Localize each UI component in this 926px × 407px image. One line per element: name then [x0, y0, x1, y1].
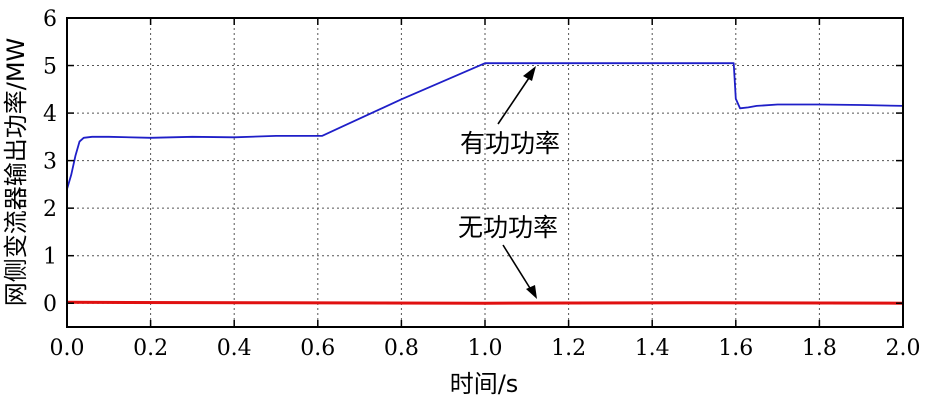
x-tick-label: 1.0: [468, 336, 503, 361]
annotation-active-power: 有功功率: [460, 129, 560, 158]
y-tick-label: 5: [43, 55, 57, 80]
x-tick-label: 0.8: [384, 336, 419, 361]
x-tick-label: 0.0: [50, 336, 85, 361]
axis-ticks: 0.0 0.2 0.4 0.6 0.8 1.0 1.2 1.4 1.6 1.8 2.0 0 1 2 3 4 5 6: [43, 7, 921, 361]
y-tick-label: 4: [43, 102, 57, 127]
annotation-active-power-arrow: [497, 71, 534, 125]
x-tick-label: 2.0: [886, 336, 921, 361]
series-line-active-power: [66, 62, 904, 190]
annotation-reactive-power-arrowhead: [526, 285, 537, 299]
x-tick-label: 0.4: [217, 336, 252, 361]
y-tick-label: 2: [43, 197, 57, 222]
x-tick-label: 0.2: [133, 336, 168, 361]
y-axis-title: 网侧变流器输出功率/MW: [2, 38, 30, 307]
x-axis-title: 时间/s: [450, 370, 519, 398]
y-tick-label: 1: [43, 245, 57, 270]
x-tick-label: 1.6: [718, 336, 753, 361]
y-tick-label: 0: [43, 292, 57, 317]
x-tick-label: 1.2: [551, 336, 586, 361]
y-tick-label: 6: [43, 7, 57, 32]
annotation-reactive-power: 无功功率: [458, 213, 558, 242]
x-tick-label: 0.6: [300, 336, 335, 361]
series-layer: [66, 62, 904, 305]
y-tick-label: 3: [43, 150, 57, 175]
x-tick-label: 1.4: [635, 336, 670, 361]
annotation-active-power-arrowhead: [523, 66, 536, 81]
series-line-reactive-power: [66, 300, 904, 305]
grid-lines: [67, 18, 903, 327]
annotation-reactive-power-arrow: [502, 244, 534, 294]
x-tick-label: 1.8: [802, 336, 837, 361]
